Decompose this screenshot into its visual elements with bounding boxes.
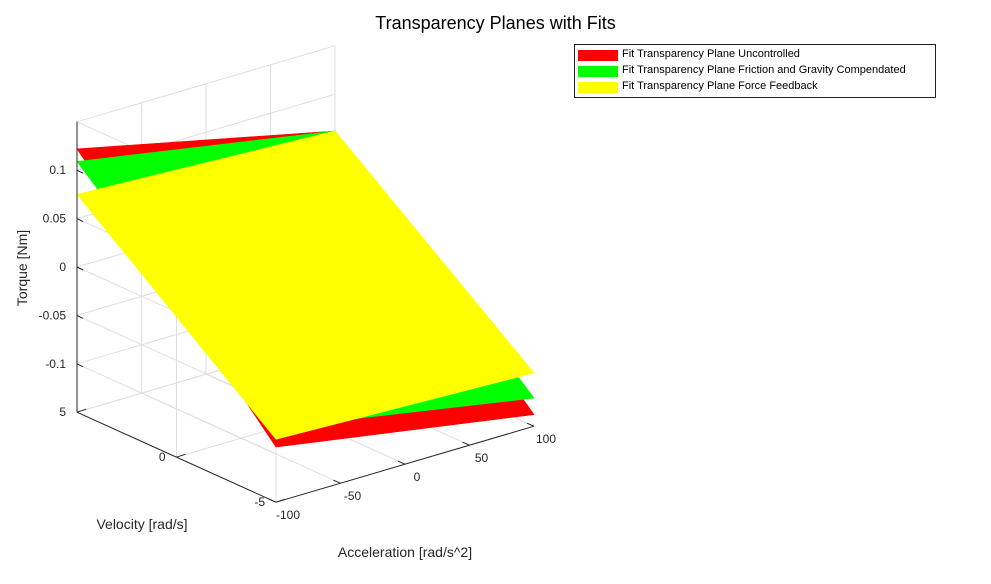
y-axis-label: Velocity [rad/s]: [96, 516, 187, 532]
z-tick-label: 0: [59, 260, 66, 274]
legend-label-force-feedback: Fit Transparency Plane Force Feedback: [622, 80, 818, 92]
legend-swatch-force-feedback: [578, 82, 618, 93]
x-tick-mark: [462, 441, 470, 446]
z-tick-mark: [76, 266, 84, 271]
y-tick-mark: [76, 408, 87, 413]
z-tick-label: 0.1: [49, 163, 66, 177]
chart-title: Transparency Planes with Fits: [375, 13, 616, 33]
chart-legend: Fit Transparency Plane Uncontrolled Fit …: [574, 44, 936, 98]
y-tick-mark: [275, 498, 286, 503]
z-tick-label: -0.05: [39, 308, 67, 322]
z-tick-mark: [76, 314, 84, 319]
x-tick-mark: [526, 422, 535, 427]
y-tick-label: 0: [159, 450, 166, 464]
y-tick-label: 5: [59, 405, 66, 419]
x-axis-label: Acceleration [rad/s^2]: [338, 544, 472, 560]
z-axis-label: Torque [Nm]: [14, 230, 30, 306]
x-tick-label: -50: [344, 489, 362, 503]
x-tick-mark: [333, 479, 341, 484]
grid-line: [76, 45, 336, 123]
legend-swatch-uncontrolled: [578, 50, 618, 61]
x-tick-label: 100: [536, 432, 556, 446]
surface-plane-2: [76, 130, 535, 440]
x-tick-label: 50: [475, 451, 489, 465]
legend-label-uncontrolled: Fit Transparency Plane Uncontrolled: [622, 48, 800, 60]
z-tick-mark: [76, 363, 84, 368]
z-tick-label: 0.05: [43, 212, 67, 226]
x-tick-label: 0: [414, 470, 421, 484]
x-tick-mark: [397, 460, 406, 465]
z-tick-label: -0.1: [45, 357, 66, 371]
x-tick-label: -100: [276, 508, 300, 522]
y-tick-label: -5: [254, 495, 265, 509]
x-tick-mark: [268, 498, 277, 503]
legend-label-friction-gravity: Fit Transparency Plane Friction and Grav…: [622, 64, 906, 76]
z-tick-mark: [76, 218, 84, 223]
y-tick-mark: [176, 453, 186, 458]
legend-swatch-friction-gravity: [578, 66, 618, 77]
z-tick-mark: [76, 169, 84, 174]
